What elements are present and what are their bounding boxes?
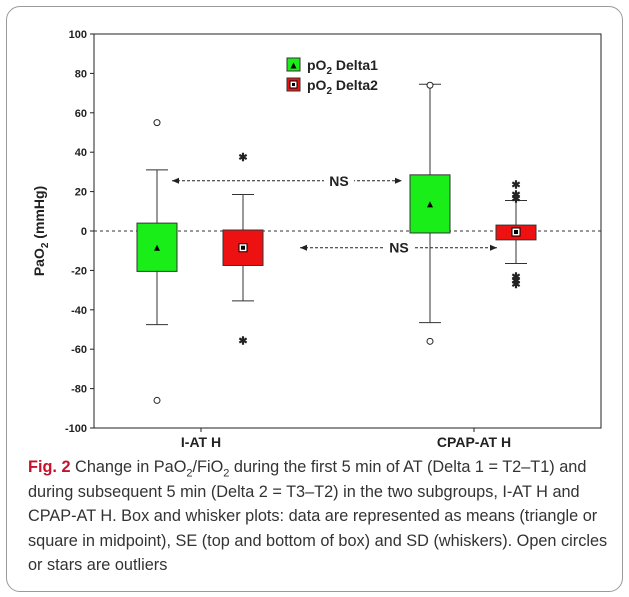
y-tick-label: -100 — [65, 423, 87, 435]
y-tick-label: 80 — [75, 68, 87, 80]
outlier-circle — [153, 396, 161, 404]
outlier-star: ✱ — [511, 180, 520, 192]
mean-marker-triangle — [154, 244, 160, 251]
outlier-circle — [426, 337, 434, 345]
y-tick-label: 40 — [75, 147, 87, 159]
ns-arrow-delta2-head-right — [490, 244, 497, 251]
ns-label-delta1: NS — [329, 173, 348, 189]
ns-arrow-delta2-head-left — [300, 244, 307, 251]
y-axis-label: PaO2 (mmHg) — [31, 186, 51, 276]
outlier-star: ✱ — [238, 152, 247, 164]
y-tick-label: 0 — [81, 226, 87, 238]
y-tick-label: 20 — [75, 187, 87, 199]
outlier-star: ✱ — [511, 275, 520, 287]
caption-text-3: during the first 5 min of AT (Delta 1 = … — [28, 458, 608, 574]
legend-marker-square-dot — [292, 83, 295, 86]
outlier-star: ✱ — [238, 335, 247, 347]
ns-label-bg — [384, 237, 414, 256]
ns-arrow-delta1-head-right — [395, 177, 402, 184]
x-category-label: I-AT H — [181, 434, 221, 450]
outlier-circle — [153, 119, 161, 127]
mean-marker-square-dot — [514, 229, 518, 234]
mean-marker-square-dot — [241, 245, 245, 250]
y-tick-label: -20 — [71, 265, 87, 277]
y-tick-label: -40 — [71, 305, 87, 317]
outlier-star: ✱ — [511, 279, 520, 291]
caption-text-2: /FiO — [192, 458, 224, 476]
y-tick-label: -60 — [71, 344, 87, 356]
outlier-star: ✱ — [511, 194, 520, 206]
x-category-label: CPAP-AT H — [437, 434, 511, 450]
figure-frame — [6, 6, 623, 592]
legend-marker-triangle — [290, 62, 297, 69]
legend-label: pO2 Delta2 — [307, 77, 378, 97]
caption-sub-1: 2 — [186, 467, 193, 480]
y-tick-label: 100 — [69, 29, 87, 41]
legend-label: pO2 Delta1 — [307, 57, 378, 77]
ns-label-delta2: NS — [389, 240, 408, 256]
mean-marker-triangle — [427, 201, 433, 208]
y-tick-label: -80 — [71, 384, 87, 396]
ns-label-bg — [324, 170, 354, 189]
ns-arrow-delta1-head-left — [172, 177, 179, 184]
y-tick-label: 60 — [75, 108, 87, 120]
caption-text-1: Change in PaO — [70, 458, 187, 476]
box-plot-chart: -100 -80 -60 -40 -20 0 20 40 60 80 100 PaO2 (mmHg) I… — [31, 29, 602, 450]
caption-fig-label: Fig. 2 — [28, 458, 71, 476]
outlier-star: ✱ — [511, 190, 520, 202]
figure-caption: Fig. 2 Change in PaO2/FiO2 during the fi… — [28, 455, 613, 578]
outlier-circle — [426, 81, 434, 89]
caption-sub-2: 2 — [223, 467, 230, 480]
outlier-star: ✱ — [511, 271, 520, 283]
